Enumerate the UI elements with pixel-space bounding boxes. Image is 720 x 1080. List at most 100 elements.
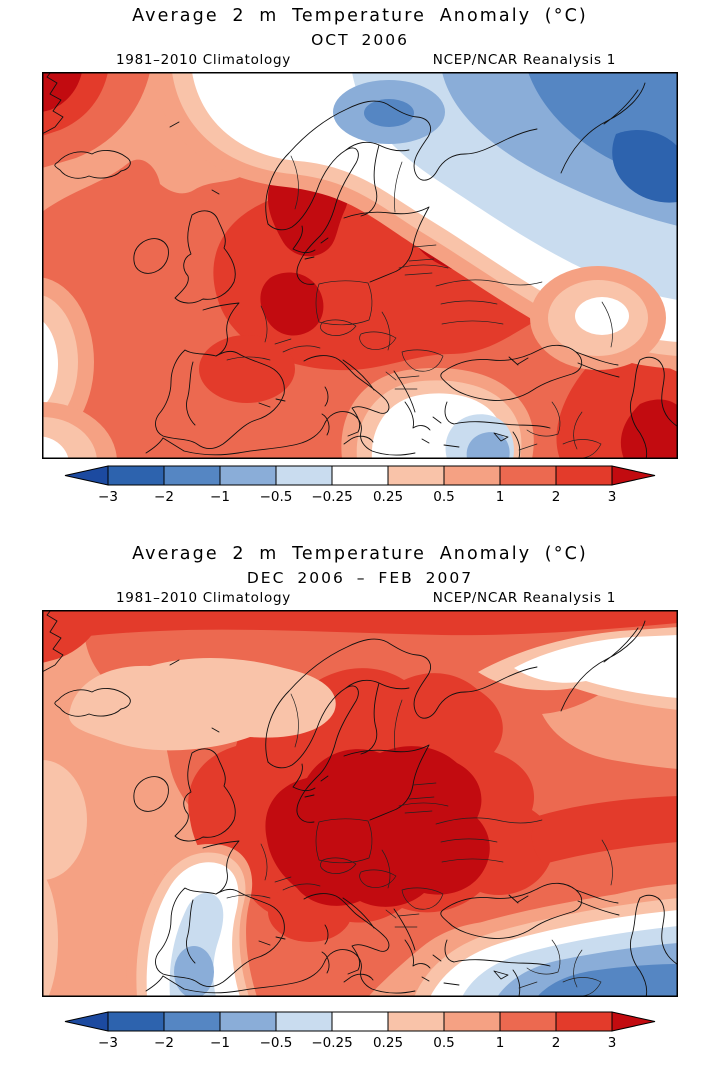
colorbar-tick-label: 1 — [496, 489, 505, 505]
colorbar-right-arrow — [611, 1011, 656, 1032]
colorbar-segment--0.25to0.25 — [331, 1011, 389, 1032]
colorbar-segment--2to-1 — [163, 1011, 221, 1032]
colorbar-segment--2to-1 — [163, 465, 221, 486]
field-iberia-medblue-core — [174, 946, 214, 997]
colorbar-oct-2006: −3 −2 −1 −0.5 −0.25 0.25 0.5 1 2 3 — [42, 464, 678, 506]
anomaly-map-djf-2007 — [42, 610, 678, 997]
field-novaya-zemlya-white-wedge — [514, 635, 678, 698]
coastline — [42, 72, 64, 135]
country-border — [385, 909, 420, 928]
field-left-edge-white — [42, 320, 58, 408]
country-border — [260, 305, 268, 343]
coastline — [440, 344, 583, 401]
coastline — [265, 638, 538, 763]
country-border — [226, 894, 271, 899]
coastline — [629, 356, 678, 459]
colorbar-tick-label: −0.25 — [311, 1035, 352, 1051]
colorbar-segment-0.25to0.5 — [387, 1011, 445, 1032]
colorbar-segment-0.25to0.5 — [387, 465, 445, 486]
coastline — [440, 882, 583, 939]
colorbar: −3 −2 −1 −0.5 −0.25 0.25 0.5 1 2 3 — [64, 465, 656, 505]
coastline — [145, 975, 239, 994]
colorbar-tick-label: −2 — [154, 1035, 174, 1051]
coastline — [321, 386, 330, 436]
colorbar-segment-1to2 — [499, 1011, 557, 1032]
field-warm-above3-germany — [260, 272, 324, 336]
coastline — [174, 210, 236, 304]
coastline — [629, 894, 678, 997]
country-border — [381, 311, 391, 351]
colorbar-tick-label: −2 — [154, 489, 174, 505]
coastline — [575, 889, 620, 916]
panel-subtitle-row: 1981–2010 Climatology NCEP/NCAR Reanalys… — [42, 52, 678, 68]
country-border — [435, 279, 543, 325]
coastline — [303, 355, 390, 445]
coastline — [342, 359, 416, 413]
colorbar-segment-0.5to1 — [443, 465, 501, 486]
country-border — [526, 939, 583, 988]
colorbar-segment--0.5to-0.25 — [275, 465, 333, 486]
country-border — [435, 817, 543, 863]
coastline — [258, 398, 286, 408]
country-border — [601, 839, 613, 886]
panel-period: DEC 2006 – FEB 2007 — [246, 569, 474, 587]
country-border — [274, 338, 321, 353]
panel-title: Average 2 m Temperature Anomaly (°C) — [132, 544, 588, 564]
coastline — [211, 727, 220, 733]
field-warm-2to3-top-band — [42, 610, 678, 643]
colorbar-segment-1to2 — [499, 465, 557, 486]
coastline — [292, 225, 329, 260]
country-border — [398, 264, 449, 269]
colorbar-djf-2007: −3 −2 −1 −0.5 −0.25 0.25 0.5 1 2 3 — [42, 1010, 678, 1052]
djf-2006-2007-anomaly-field — [42, 610, 678, 997]
field-warm-above3-east-europe — [265, 746, 490, 907]
field-caspian-spot-white — [575, 297, 629, 335]
coastline — [444, 939, 551, 980]
colorbar-tick-label: −1 — [210, 1035, 230, 1051]
panel-title: Average 2 m Temperature Anomaly (°C) — [132, 6, 588, 26]
country-border — [381, 849, 391, 889]
country-border — [290, 693, 299, 748]
colorbar-tick-label: −3 — [98, 489, 118, 505]
country-border — [320, 857, 357, 874]
country-border — [526, 401, 583, 450]
coastline — [202, 840, 240, 895]
field-left-edge-pale-mid — [42, 760, 87, 880]
country-border — [359, 869, 397, 888]
colorbar-segment--1to-0.5 — [219, 1011, 277, 1032]
coastline — [560, 620, 646, 712]
climatology-label: 1981–2010 Climatology — [116, 590, 291, 606]
colorbar-tick-label: 0.5 — [433, 1035, 454, 1051]
coastline — [267, 147, 359, 285]
colorbar-left-arrow — [64, 1011, 109, 1032]
colorbar-segment--1to-0.5 — [219, 465, 277, 486]
field-finnmark-blue2-core — [364, 99, 414, 127]
country-border — [290, 155, 299, 210]
climatology-label: 1981–2010 Climatology — [116, 52, 291, 68]
country-border — [315, 818, 373, 864]
coastline — [133, 776, 169, 812]
field-warm-above3-greenland — [42, 72, 82, 112]
coastline — [342, 897, 416, 951]
coastline — [303, 893, 390, 983]
country-border — [401, 887, 444, 910]
source-label: NCEP/NCAR Reanalysis 1 — [432, 590, 616, 606]
country-border — [359, 331, 397, 350]
coastline — [404, 939, 460, 986]
country-border — [226, 356, 271, 361]
country-border — [601, 301, 613, 348]
coastline — [54, 150, 131, 179]
map-frame — [42, 72, 678, 459]
coastline — [202, 302, 240, 357]
field-iraq-blue2-core — [537, 964, 678, 997]
panel-subtitle-row: 1981–2010 Climatology NCEP/NCAR Reanalys… — [42, 590, 678, 606]
panel-period: OCT 2006 — [311, 31, 409, 49]
colorbar-tick-label: 0.25 — [373, 1035, 403, 1051]
coastline — [186, 899, 196, 964]
coastline — [258, 936, 286, 946]
coastline — [237, 949, 416, 994]
oct-2006-anomaly-field — [42, 72, 678, 459]
colorbar-segment-2to3 — [555, 1011, 613, 1032]
coastline — [211, 189, 220, 195]
